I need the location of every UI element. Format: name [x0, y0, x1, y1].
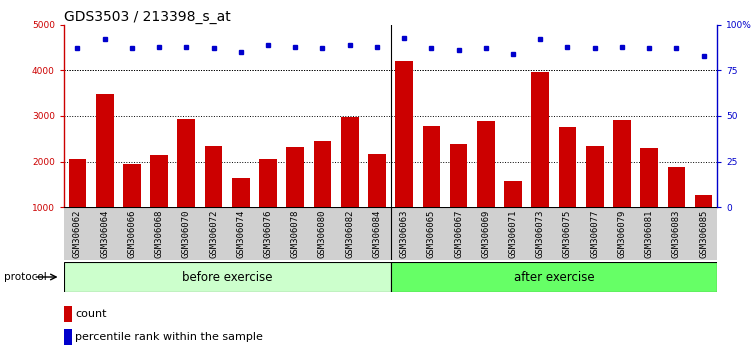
- Text: GSM306079: GSM306079: [617, 210, 626, 258]
- Text: GSM306065: GSM306065: [427, 210, 436, 258]
- Bar: [668, 167, 685, 253]
- Bar: [559, 127, 576, 253]
- Bar: [96, 94, 113, 253]
- Bar: [341, 117, 358, 253]
- Bar: [232, 178, 249, 253]
- Bar: [395, 61, 413, 253]
- Text: GSM306073: GSM306073: [535, 210, 544, 258]
- Bar: [123, 164, 140, 253]
- Text: protocol: protocol: [4, 272, 47, 282]
- Text: GSM306062: GSM306062: [73, 210, 82, 258]
- Text: count: count: [75, 309, 107, 319]
- Text: GSM306076: GSM306076: [264, 210, 273, 258]
- Bar: [205, 145, 222, 253]
- Text: GSM306067: GSM306067: [454, 210, 463, 258]
- Text: GSM306063: GSM306063: [400, 210, 409, 258]
- Bar: [532, 72, 549, 253]
- Bar: [64, 306, 72, 321]
- Text: GSM306083: GSM306083: [672, 210, 681, 258]
- Text: GSM306064: GSM306064: [100, 210, 109, 258]
- Text: GSM306070: GSM306070: [182, 210, 191, 258]
- Text: GSM306072: GSM306072: [209, 210, 218, 258]
- Text: GDS3503 / 213398_s_at: GDS3503 / 213398_s_at: [64, 10, 231, 24]
- Text: before exercise: before exercise: [182, 270, 273, 284]
- Bar: [586, 147, 604, 253]
- Bar: [286, 147, 304, 253]
- Text: GSM306077: GSM306077: [590, 210, 599, 258]
- Bar: [504, 181, 522, 253]
- Text: GSM306066: GSM306066: [128, 210, 137, 258]
- Bar: [314, 141, 331, 253]
- Text: GSM306074: GSM306074: [237, 210, 246, 258]
- Bar: [259, 159, 277, 253]
- Bar: [477, 121, 495, 253]
- Bar: [391, 262, 717, 292]
- Text: GSM306080: GSM306080: [318, 210, 327, 258]
- Bar: [150, 155, 168, 253]
- Text: GSM306075: GSM306075: [563, 210, 572, 258]
- Bar: [641, 148, 658, 253]
- Text: after exercise: after exercise: [514, 270, 594, 284]
- Bar: [68, 159, 86, 253]
- Text: GSM306068: GSM306068: [155, 210, 164, 258]
- Bar: [177, 119, 195, 253]
- Bar: [64, 329, 72, 345]
- Bar: [368, 154, 386, 253]
- Text: GSM306069: GSM306069: [481, 210, 490, 258]
- Bar: [613, 120, 631, 253]
- Text: GSM306085: GSM306085: [699, 210, 708, 258]
- Bar: [450, 144, 467, 253]
- Text: GSM306078: GSM306078: [291, 210, 300, 258]
- Text: percentile rank within the sample: percentile rank within the sample: [75, 332, 263, 342]
- Bar: [695, 195, 713, 253]
- Text: GSM306071: GSM306071: [508, 210, 517, 258]
- Text: GSM306084: GSM306084: [372, 210, 382, 258]
- Bar: [64, 262, 391, 292]
- Bar: [423, 126, 440, 253]
- Text: GSM306081: GSM306081: [644, 210, 653, 258]
- Text: GSM306082: GSM306082: [345, 210, 354, 258]
